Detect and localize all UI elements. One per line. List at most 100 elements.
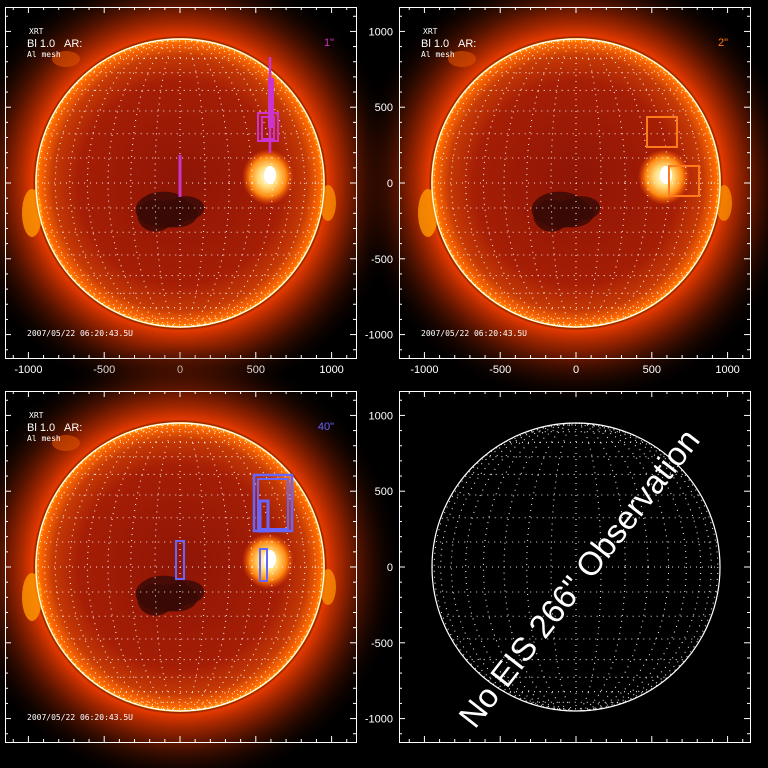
longitude-line [130, 422, 230, 712]
raster-box [252, 473, 294, 533]
solar-image [352, 0, 768, 407]
panel-bottom-right: No EIS 266" Observation 1000 500 0 -500 -1000 [365, 391, 751, 743]
longitude-line [465, 38, 687, 328]
coronal-hole [155, 207, 184, 228]
raster-box [257, 478, 289, 530]
x-tick-label: 0 [573, 364, 579, 376]
longitude-line [526, 422, 626, 712]
filter-label: Bl 1.0 [27, 38, 55, 50]
longitude-line [54, 38, 306, 328]
active-region-core [264, 166, 276, 184]
limb-bright [52, 51, 80, 67]
y-tick-label: -500 [371, 254, 393, 266]
longitude-line [433, 38, 719, 328]
longitude-line [154, 38, 206, 328]
raster-box [646, 116, 678, 148]
solar-limb [35, 422, 325, 712]
solar-image [0, 343, 404, 768]
longitude-line [69, 422, 291, 712]
raster-box [258, 499, 270, 533]
slit-width-label: 1" [324, 37, 334, 49]
y-tick-label: -1000 [365, 714, 393, 726]
y-tick-label: 500 [375, 102, 393, 114]
instrument-label: XRT [423, 27, 438, 36]
longitude-line [465, 422, 687, 712]
active-region-core [660, 166, 672, 184]
longitude-line [440, 38, 712, 328]
longitude-line [86, 38, 274, 328]
longitude-line [450, 38, 702, 328]
y-tick-label: 0 [387, 562, 393, 574]
instrument-label: XRT [29, 27, 44, 36]
solar-limb [431, 38, 721, 328]
axes-frame: 1000 500 0 -500 -1000 [365, 391, 751, 743]
panel-top-right: XRT Bl 1.0 AR:Al mesh 2" 2007/05/22 06:20:43… [352, 0, 768, 407]
longitude-line [54, 422, 306, 712]
longitude-line [482, 422, 670, 712]
raster-box [259, 548, 268, 582]
ar-label: AR: [458, 38, 476, 50]
y-tick-label: 0 [387, 178, 393, 190]
longitude-line [37, 38, 323, 328]
x-tick-label: -1000 [14, 364, 42, 376]
limb-bright [52, 435, 80, 451]
y-tick-label: 1000 [369, 26, 393, 38]
ar-label: AR: [64, 38, 82, 50]
longitude-line [450, 422, 702, 712]
limb-bright [448, 51, 476, 67]
filter-sub-label: Al mesh [27, 434, 61, 443]
heliographic-grid [431, 38, 721, 328]
longitude-line [440, 422, 712, 712]
y-tick-label: 500 [375, 486, 393, 498]
filter-sub-label: Al mesh [27, 50, 61, 59]
longitude-line [44, 38, 316, 328]
timestamp: 2007/05/22 06:20:43.5U [421, 329, 527, 338]
longitude-line [130, 38, 230, 328]
longitude-line [154, 422, 206, 712]
filter-label: Bl 1.0 [421, 38, 449, 50]
x-tick-label: 500 [643, 364, 661, 376]
eis-raster-overlays [175, 473, 294, 582]
longitude-line [86, 422, 274, 712]
slit-width-label: 40" [318, 421, 334, 433]
image-header: XRT Bl 1.0 AR:Al mesh 40" 2007/05/22 06:20:4… [27, 411, 334, 722]
filter-label: Bl 1.0 [27, 422, 55, 434]
longitude-line [44, 422, 316, 712]
y-tick-label: -500 [371, 638, 393, 650]
heliographic-grid [35, 422, 325, 712]
longitude-line [433, 422, 719, 712]
raster-box [175, 540, 185, 580]
axes-frame: -1000 -500 0 500 1000 1000 500 0 -500 -1000 [365, 7, 751, 376]
solar-limb [35, 38, 325, 328]
filter-sub-label: Al mesh [421, 50, 455, 59]
x-tick-label: 1000 [715, 364, 739, 376]
no-observation-label: No EIS 266" Observation [451, 422, 706, 734]
longitude-line [69, 38, 291, 328]
image-header: XRT Bl 1.0 AR:Al mesh 2" 2007/05/22 06:20:43… [421, 27, 728, 338]
slit-width-label: 2" [718, 37, 728, 49]
heliographic-grid [431, 422, 721, 712]
coronal-hole [551, 207, 580, 228]
timestamp: 2007/05/22 06:20:43.5U [27, 329, 133, 338]
active-region-core [264, 550, 276, 568]
image-header: XRT Bl 1.0 AR:Al mesh 1" 2007/05/22 06:20:43… [27, 27, 334, 338]
y-tick-label: -1000 [365, 330, 393, 342]
y-tick-label: 1000 [369, 410, 393, 422]
longitude-line [37, 422, 323, 712]
raster-box [668, 165, 700, 197]
ar-label: AR: [64, 422, 82, 434]
x-tick-label: -1000 [410, 364, 438, 376]
timestamp: 2007/05/22 06:20:43.5U [27, 713, 133, 722]
axes-frame [5, 391, 357, 743]
x-tick-label: 1000 [319, 364, 343, 376]
eis-raster-overlays [178, 57, 279, 197]
solar-limb [431, 422, 721, 712]
panel-bottom-left: XRT Bl 1.0 AR:Al mesh 40" 2007/05/22 06:20:4… [0, 343, 404, 768]
x-tick-label: -500 [489, 364, 511, 376]
coronal-hole [155, 591, 184, 612]
raster-slit [268, 78, 274, 128]
longitude-line [526, 38, 626, 328]
eis-raster-overlays [646, 116, 700, 197]
instrument-label: XRT [29, 411, 44, 420]
